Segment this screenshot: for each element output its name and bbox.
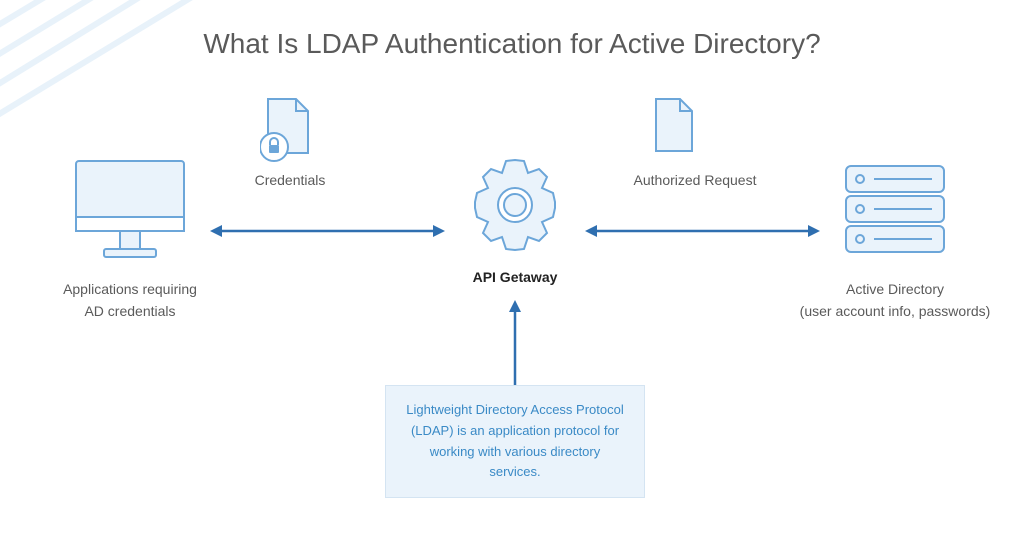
gear-icon xyxy=(460,150,570,260)
arrow-left xyxy=(210,222,445,240)
gateway-label: API Getaway xyxy=(460,269,570,285)
arrow-right xyxy=(585,222,820,240)
monitor-icon xyxy=(70,155,190,265)
authorized-label: Authorized Request xyxy=(615,172,775,188)
bg-stripes xyxy=(0,0,220,160)
directory-label: Active Directory (user account info, pas… xyxy=(790,278,1000,323)
ldap-callout: Lightweight Directory Access Protocol (L… xyxy=(385,385,645,498)
document-icon xyxy=(650,95,698,155)
document-lock-icon xyxy=(260,95,316,165)
client-label-line1: Applications requiring xyxy=(63,281,197,297)
page-title: What Is LDAP Authentication for Active D… xyxy=(0,28,1024,60)
client-label-line2: AD credentials xyxy=(84,303,175,319)
credentials-label: Credentials xyxy=(240,172,340,188)
directory-label-line1: Active Directory xyxy=(846,281,944,297)
server-icon xyxy=(840,160,950,260)
arrow-bottom xyxy=(506,300,524,385)
directory-label-line2: (user account info, passwords) xyxy=(800,303,991,319)
client-label: Applications requiring AD credentials xyxy=(50,278,210,323)
